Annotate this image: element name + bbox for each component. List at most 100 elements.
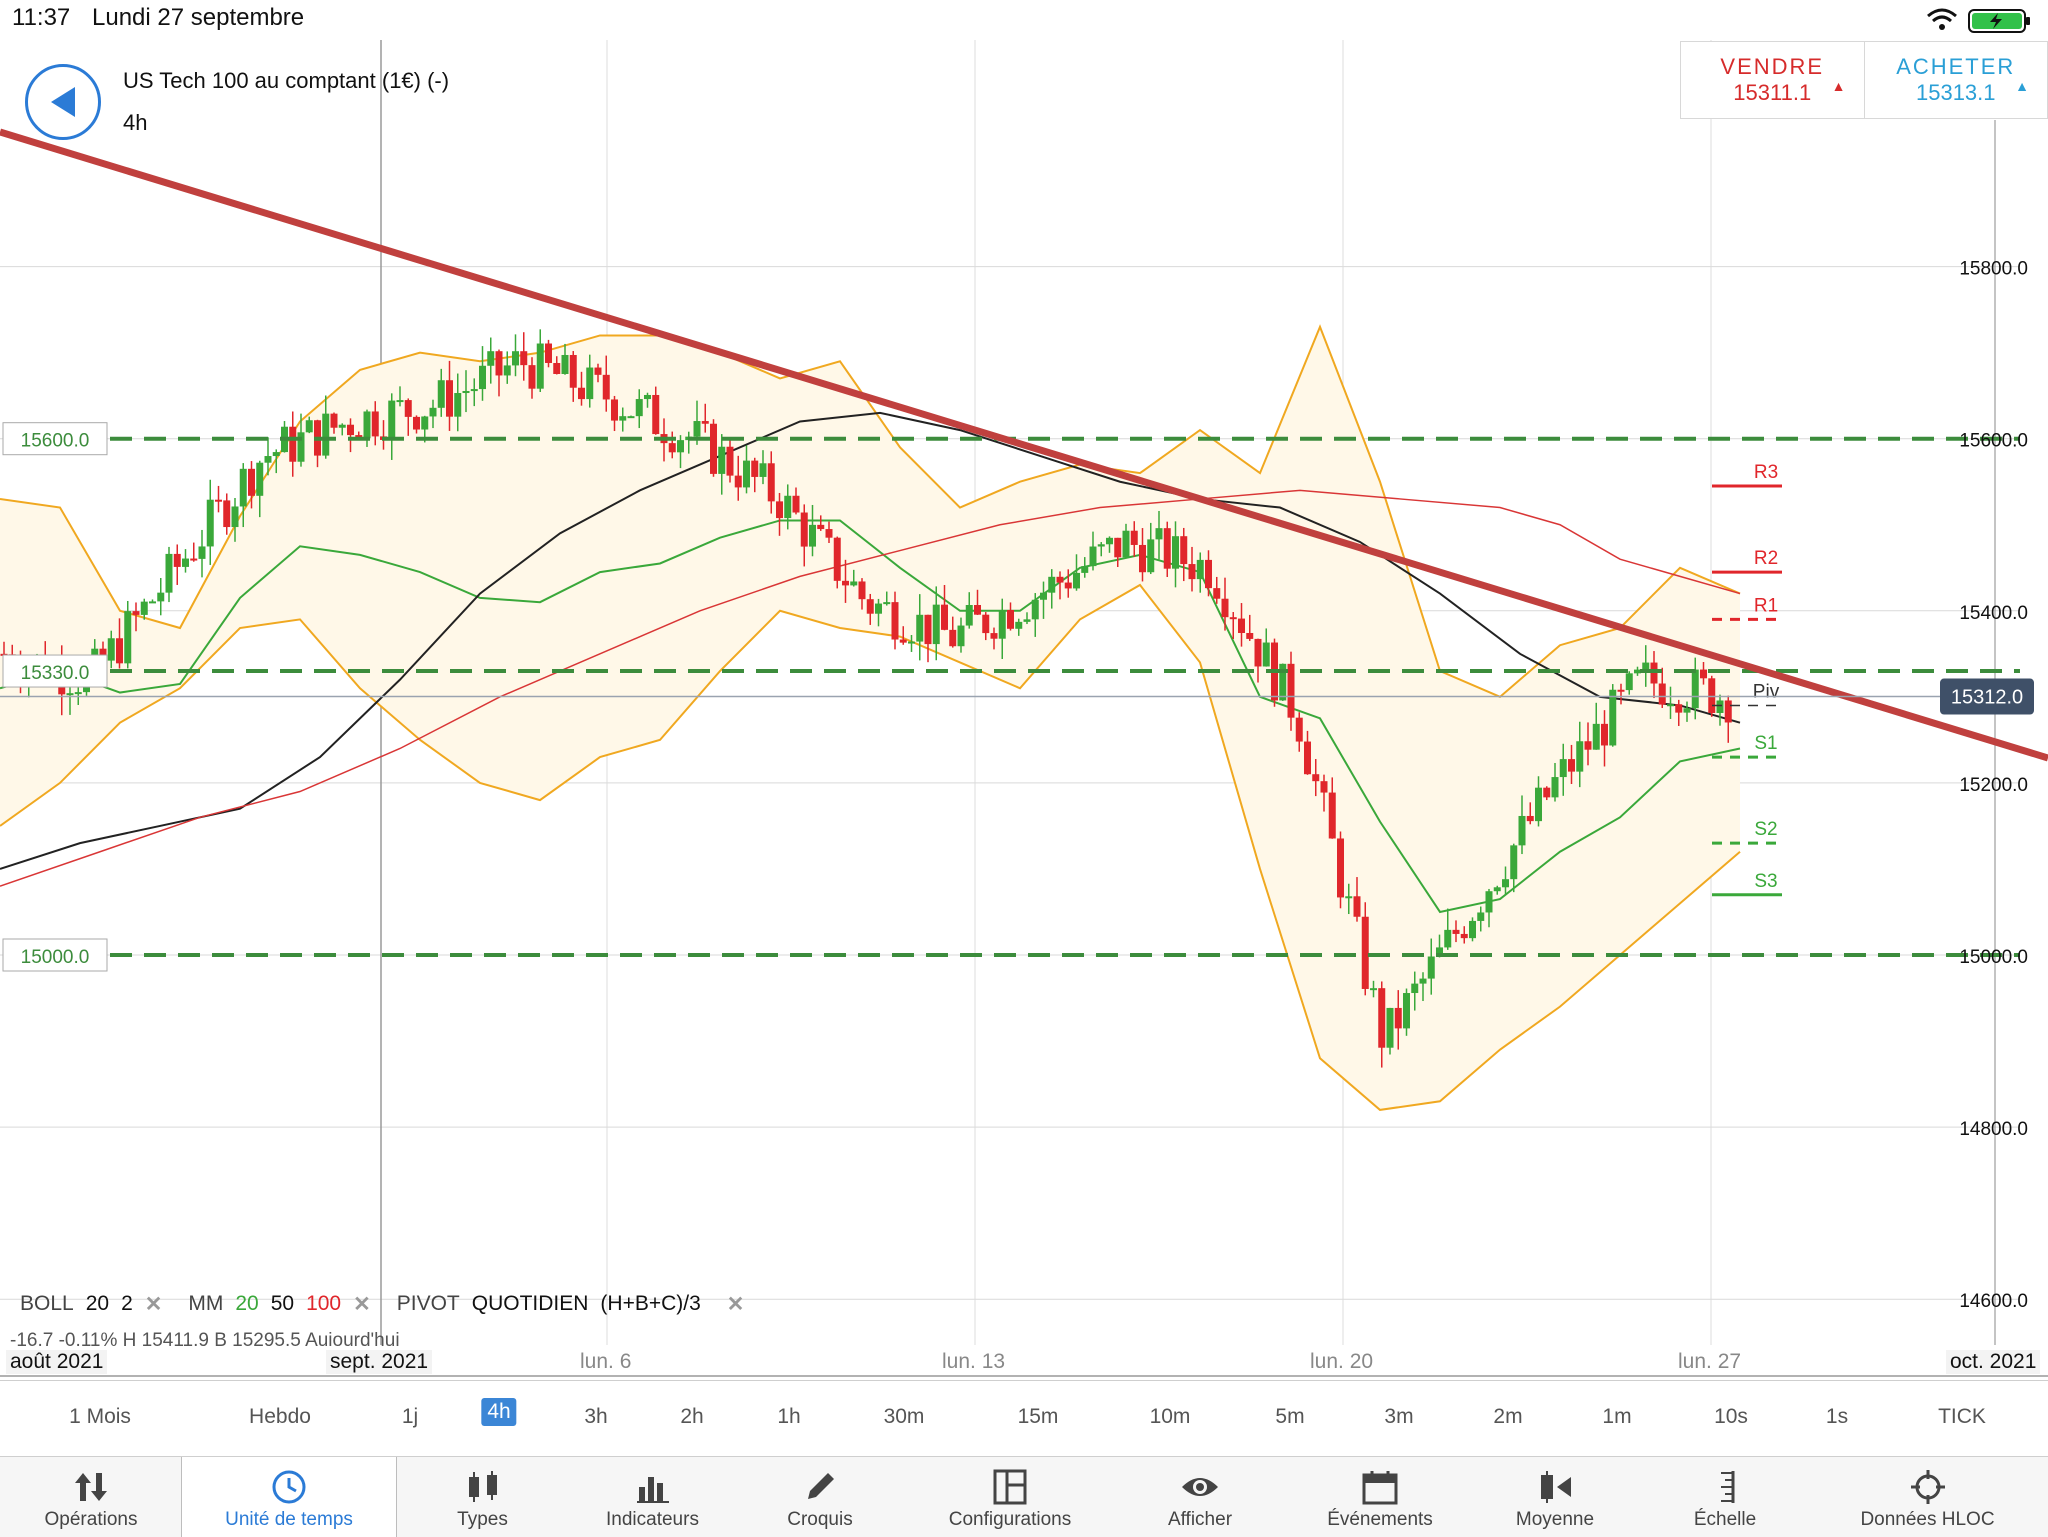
- tool-operations[interactable]: Opérations: [0, 1457, 182, 1537]
- candle-body: [1469, 920, 1476, 939]
- candle-body: [668, 443, 676, 453]
- candle-body: [1658, 683, 1666, 705]
- candle-body: [66, 693, 74, 696]
- date-axis: août 2021 sept. 2021 lun. 6 lun. 13 lun.…: [0, 1348, 2048, 1378]
- candle-body: [1601, 723, 1608, 746]
- candle-body: [1361, 916, 1369, 989]
- candle-body: [751, 460, 759, 477]
- candles-icon: [468, 1471, 497, 1502]
- tool-indicators[interactable]: Indicateurs: [570, 1457, 735, 1537]
- candle-body: [974, 604, 981, 615]
- candle-body: [1304, 741, 1311, 775]
- bollinger-lower: [0, 583, 1741, 1111]
- candle-body: [809, 524, 816, 547]
- instrument-title: US Tech 100 au comptant (1€) (-): [123, 68, 450, 93]
- average-candle-icon: [1541, 1471, 1571, 1503]
- candle-body: [1378, 988, 1386, 1048]
- tool-types-label: Types: [457, 1509, 508, 1530]
- timeframe-tick[interactable]: TICK: [1938, 1405, 1986, 1428]
- candle-body: [1493, 887, 1501, 892]
- candle-body: [710, 423, 717, 474]
- candle-body: [1386, 1007, 1394, 1048]
- candle-body: [825, 529, 833, 538]
- tool-scale[interactable]: Échelle: [1660, 1457, 1790, 1537]
- tool-operations-label: Opérations: [44, 1509, 138, 1530]
- pivot-label-r3: R3: [1754, 462, 1778, 483]
- candle-body: [1229, 617, 1237, 620]
- pivot-label-s1: S1: [1754, 733, 1777, 754]
- candle-body: [949, 629, 957, 647]
- timeframe-10m[interactable]: 10m: [1149, 1405, 1191, 1428]
- timeframe-1h[interactable]: 1h: [777, 1405, 801, 1428]
- candle-body: [1262, 642, 1270, 667]
- timeframe-15m[interactable]: 15m: [1017, 1405, 1059, 1428]
- back-button[interactable]: [25, 64, 101, 140]
- buy-button[interactable]: ACHETER 15313.1 ▲: [1863, 42, 2048, 118]
- tool-events[interactable]: Événements: [1300, 1457, 1460, 1537]
- candle-body: [611, 399, 618, 421]
- timeframe-hebdo[interactable]: Hebdo: [249, 1405, 311, 1428]
- candle-body: [1188, 564, 1196, 580]
- price-tick-label: 15400.0: [1959, 603, 2028, 624]
- candle-body: [215, 499, 222, 502]
- tool-display[interactable]: Afficher: [1130, 1457, 1270, 1537]
- candle-body: [1634, 669, 1641, 674]
- timeframe-10s[interactable]: 10s: [1714, 1405, 1748, 1428]
- timeframe-1j[interactable]: 1j: [401, 1405, 419, 1428]
- tool-sketch[interactable]: Croquis: [750, 1457, 890, 1537]
- candle-body: [355, 435, 363, 439]
- timeframe-3m[interactable]: 3m: [1384, 1405, 1414, 1428]
- candle-body: [470, 389, 478, 392]
- timeframe-1-mois[interactable]: 1 Mois: [69, 1405, 131, 1428]
- timeframe-3h[interactable]: 3h: [584, 1405, 608, 1428]
- candle-body: [743, 460, 750, 488]
- eye-icon: [1182, 1478, 1218, 1496]
- candle-body: [404, 400, 412, 417]
- price-chart[interactable]: 15600.0 15330.0 15000.0 R3 R2 R1 Piv S1 S2 S3 1580…: [0, 40, 2048, 1380]
- tool-timeframe[interactable]: Unité de temps: [181, 1457, 397, 1537]
- legend-mm[interactable]: MM: [188, 1292, 224, 1315]
- timeframe-2h[interactable]: 2h: [680, 1405, 704, 1428]
- tool-hloc-data[interactable]: Données HLOC: [1840, 1457, 2015, 1537]
- candle-body: [1667, 704, 1674, 707]
- timeframe-5m[interactable]: 5m: [1275, 1405, 1305, 1428]
- remove-boll-icon[interactable]: ✕: [144, 1292, 163, 1316]
- remove-pivot-icon[interactable]: ✕: [726, 1292, 745, 1316]
- legend-pivot[interactable]: PIVOT: [396, 1292, 460, 1315]
- candle-body: [1510, 845, 1518, 880]
- timeframe-2m[interactable]: 2m: [1493, 1405, 1523, 1428]
- remove-mm-icon[interactable]: ✕: [353, 1292, 371, 1316]
- wifi-icon: [1927, 8, 1957, 30]
- candle-body: [759, 463, 767, 477]
- candle-body: [1114, 537, 1122, 558]
- candle-body: [1064, 582, 1072, 589]
- tool-timeframe-label: Unité de temps: [225, 1509, 353, 1530]
- candle-body: [1139, 544, 1146, 573]
- pivot-label-piv: Piv: [1753, 681, 1780, 702]
- timeframe-1s[interactable]: 1s: [1825, 1405, 1849, 1428]
- candle-body: [1691, 669, 1699, 709]
- candle-body: [388, 400, 396, 440]
- legend-mm-fast: 20: [235, 1292, 259, 1315]
- tool-hloc-data-label: Données HLOC: [1860, 1509, 1995, 1530]
- candle-body: [1518, 815, 1526, 846]
- candle-body: [1147, 539, 1155, 573]
- arrows-updown-icon: [75, 1473, 107, 1501]
- timeframe-1m[interactable]: 1m: [1602, 1405, 1632, 1428]
- sell-button[interactable]: VENDRE 15311.1 ▲: [1681, 42, 1864, 118]
- tool-average[interactable]: Moyenne: [1490, 1457, 1620, 1537]
- tool-configurations[interactable]: Configurations: [920, 1457, 1100, 1537]
- candle-body: [784, 495, 792, 519]
- candle-body: [1172, 536, 1179, 569]
- candle-body: [561, 354, 569, 374]
- timeframe-4h[interactable]: 4h: [481, 1398, 517, 1426]
- candle-body: [842, 580, 849, 586]
- candle-body: [899, 639, 907, 643]
- price-tick-label: 15800.0: [1959, 259, 2028, 280]
- tool-types[interactable]: Types: [410, 1457, 555, 1537]
- legend-boll[interactable]: BOLL: [20, 1292, 74, 1315]
- timeframe-30m[interactable]: 30m: [883, 1405, 925, 1428]
- candle-body: [1023, 619, 1031, 622]
- candle-body: [140, 601, 148, 615]
- candle-body: [883, 602, 891, 605]
